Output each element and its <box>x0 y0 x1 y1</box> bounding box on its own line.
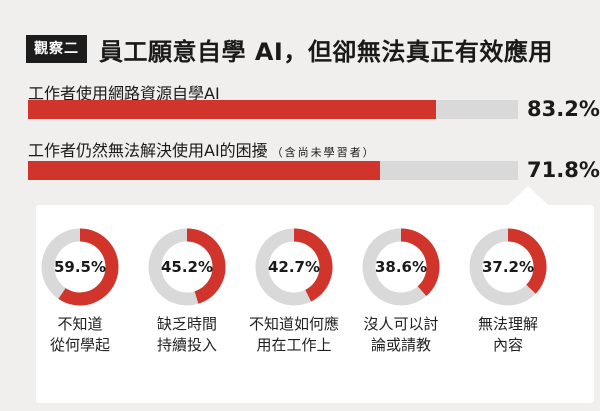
donut-arc <box>293 228 333 302</box>
bar-track-unsolved <box>28 161 518 180</box>
caption-line: 無法理解 <box>477 315 538 333</box>
donut-arc <box>186 228 226 304</box>
bar-unsolved <box>28 161 380 180</box>
bar-value-unsolved: 71.8% <box>527 158 600 182</box>
donut-value: 38.6% <box>374 258 428 276</box>
caption-line: 論或請教 <box>370 336 431 354</box>
caption-line: 不知道如何應 <box>248 315 339 333</box>
bar-label-note: （含尚未學習者） <box>271 146 376 159</box>
donut-4: 37.2% <box>468 227 548 307</box>
donut-arc <box>400 228 440 297</box>
donut-caption-3: 沒人可以討 論或請教 <box>351 314 451 356</box>
donut-3: 38.6% <box>361 227 441 307</box>
bar-track-self-learning <box>28 100 518 119</box>
page-title: 員工願意自學 AI，但卻無法真正有效應用 <box>99 37 553 66</box>
donut-caption-4: 無法理解 內容 <box>458 314 558 356</box>
donut-2: 42.7% <box>254 227 334 307</box>
donut-arc <box>507 228 547 294</box>
bar-value-self-learning: 83.2% <box>527 97 600 121</box>
donut-caption-2: 不知道如何應 用在工作上 <box>244 314 344 356</box>
donut-caption-1: 缺乏時間 持續投入 <box>137 314 237 356</box>
donut-1: 45.2% <box>147 227 227 307</box>
section-tag: 觀察二 <box>26 35 87 63</box>
bar-label-text: 工作者仍然無法解決使用AI的困擾 <box>28 141 268 160</box>
donut-arc <box>58 228 119 306</box>
header: 觀察二 員工願意自學 AI，但卻無法真正有效應用 <box>26 31 553 67</box>
bar-label-self-learning: 工作者使用網路資源自學AI <box>28 80 220 104</box>
donut-value: 45.2% <box>160 258 214 276</box>
donut-0: 59.5% <box>40 227 120 307</box>
caption-line: 沒人可以討 <box>363 315 439 333</box>
donut-value: 59.5% <box>53 258 107 276</box>
caption-line: 內容 <box>492 336 523 354</box>
donut-value: 37.2% <box>481 258 535 276</box>
donut-caption-0: 不知道 從何學起 <box>30 314 130 356</box>
caption-line: 持續投入 <box>156 336 217 354</box>
caption-line: 缺乏時間 <box>156 315 217 333</box>
caption-line: 不知道 <box>57 315 103 333</box>
bar-self-learning <box>28 100 436 119</box>
donut-value: 42.7% <box>267 258 321 276</box>
caption-line: 從何學起 <box>49 336 110 354</box>
bar-label-text: 工作者使用網路資源自學AI <box>28 84 220 103</box>
bar-label-unsolved: 工作者仍然無法解決使用AI的困擾 （含尚未學習者） <box>28 137 376 161</box>
caption-line: 用在工作上 <box>256 336 332 354</box>
